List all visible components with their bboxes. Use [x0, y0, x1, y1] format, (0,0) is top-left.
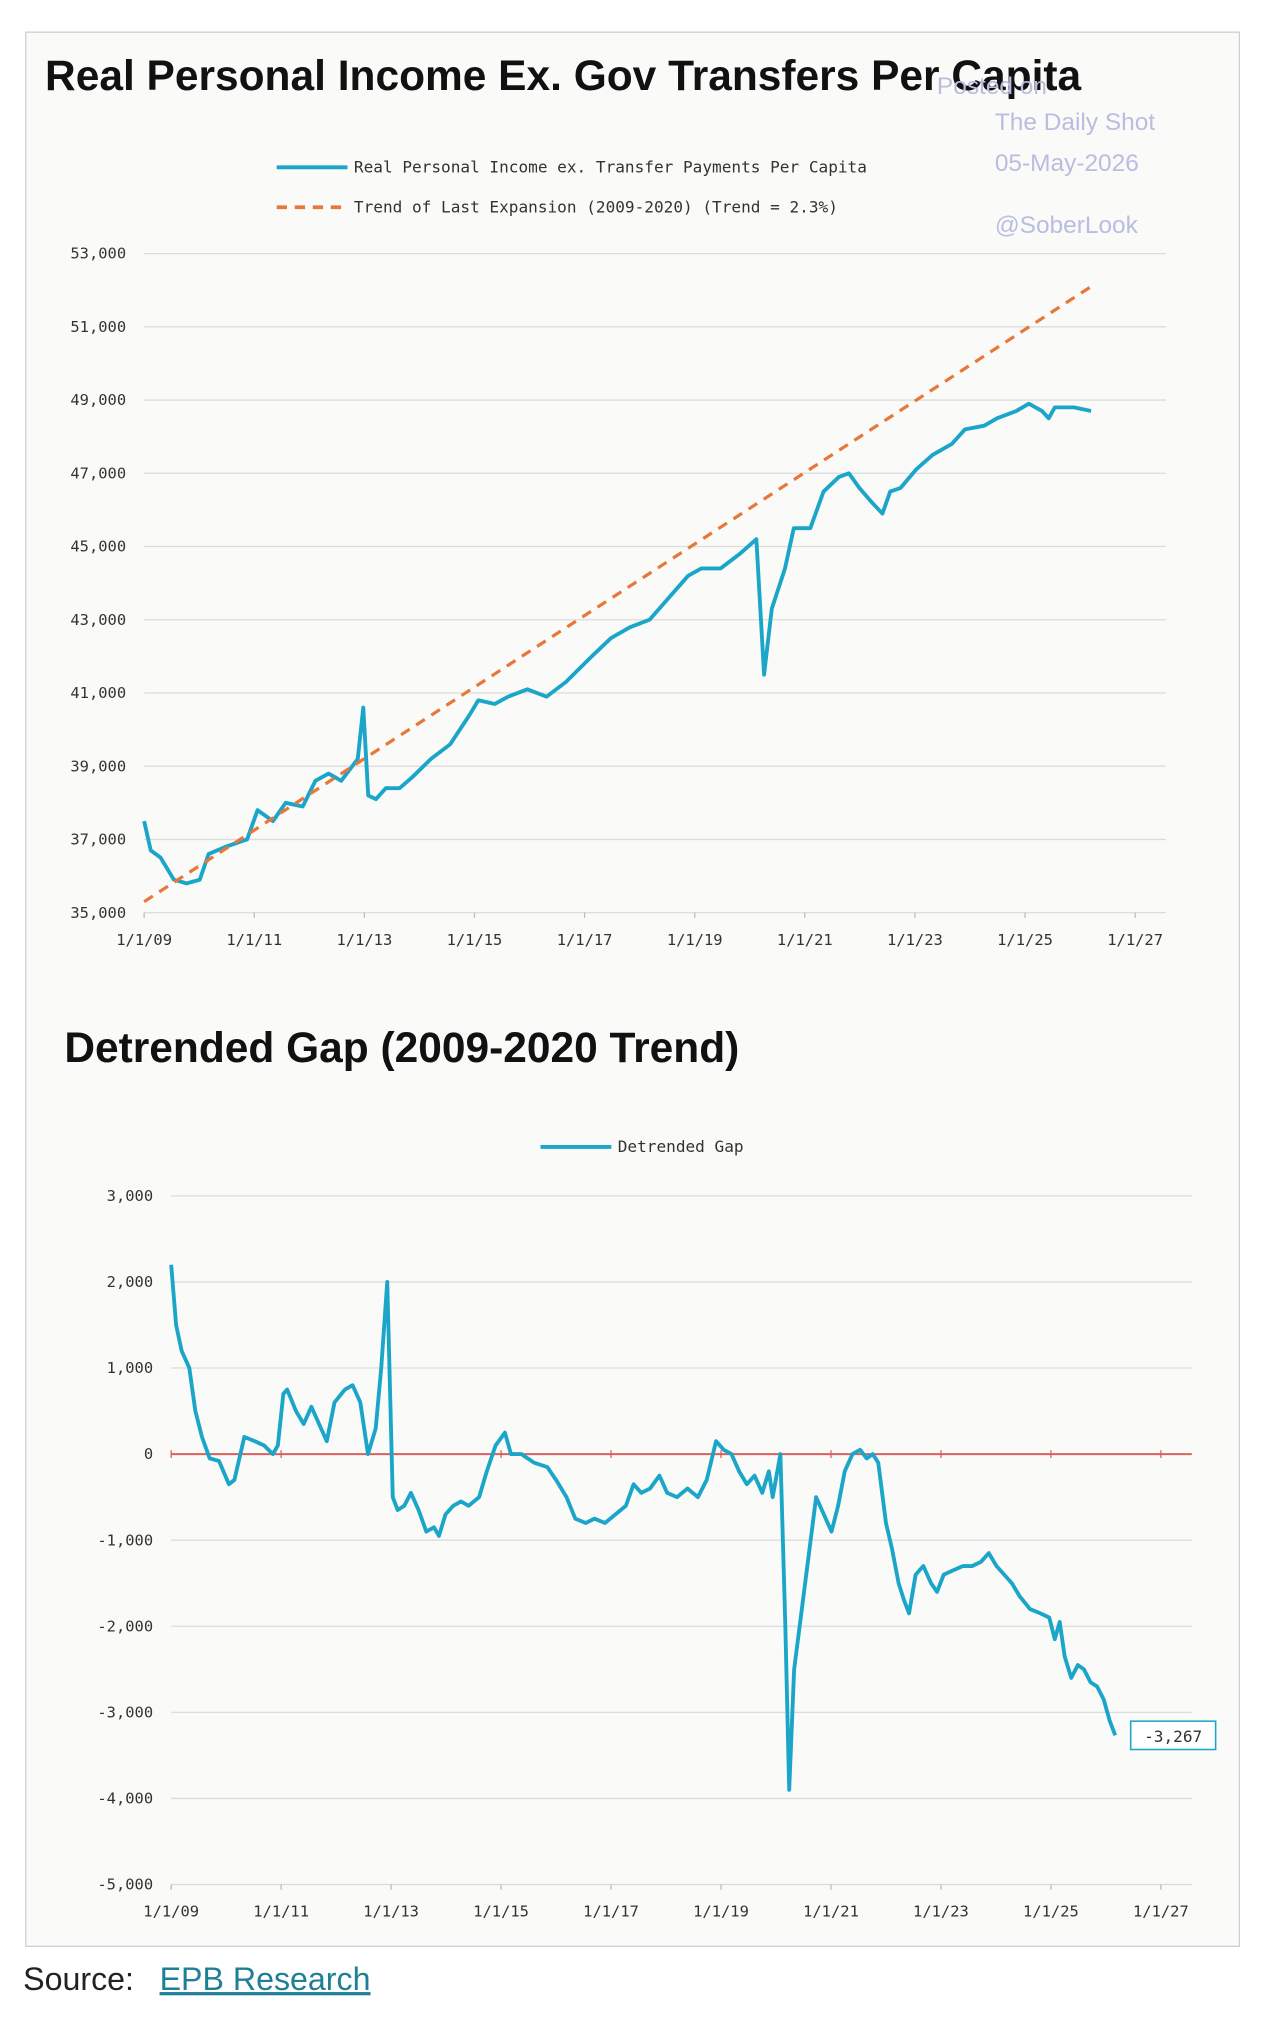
chart-title: Real Personal Income Ex. Gov Transfers P… [45, 52, 1081, 99]
chart-title: Detrended Gap (2009-2020 Trend) [64, 1024, 739, 1071]
y-tick-label: -1,000 [97, 1531, 153, 1549]
x-tick-label: 1/1/09 [143, 1903, 199, 1921]
x-tick-label: 1/1/17 [583, 1903, 639, 1921]
y-tick-label: 2,000 [107, 1273, 153, 1291]
legend-label: Real Personal Income ex. Transfer Paymen… [354, 157, 867, 176]
watermark: The Daily Shot [995, 109, 1155, 136]
series-line [142, 401, 1092, 886]
x-tick-label: 1/1/21 [777, 931, 833, 949]
x-tick-label: 1/1/25 [1023, 1903, 1079, 1921]
x-tick-label: 1/1/09 [116, 931, 172, 949]
card [25, 31, 1241, 1947]
x-tick-label: 1/1/13 [336, 931, 392, 949]
x-tick-label: 1/1/21 [803, 1903, 859, 1921]
x-tick-label: 1/1/11 [226, 931, 282, 949]
legend-label: Detrended Gap [618, 1137, 744, 1156]
x-tick-label: 1/1/23 [913, 1903, 969, 1921]
y-tick-label: 43,000 [70, 611, 126, 629]
x-tick-label: 1/1/17 [557, 931, 613, 949]
x-tick-label: 1/1/15 [447, 931, 503, 949]
y-tick-label: 45,000 [70, 538, 126, 556]
x-tick-label: 1/1/19 [667, 931, 723, 949]
x-tick-label: 1/1/11 [253, 1903, 309, 1921]
y-tick-label: 47,000 [70, 464, 126, 482]
x-tick-label: 1/1/25 [997, 931, 1053, 949]
y-tick-label: 49,000 [70, 391, 126, 409]
watermark: 05-May-2026 [995, 150, 1139, 177]
x-tick-label: 1/1/27 [1133, 1903, 1189, 1921]
watermark: @SoberLook [995, 212, 1139, 239]
y-tick-label: 0 [144, 1445, 153, 1463]
y-tick-label: 35,000 [70, 904, 126, 922]
y-tick-label: 1,000 [107, 1359, 153, 1377]
y-tick-label: 37,000 [70, 831, 126, 849]
x-tick-label: 1/1/13 [363, 1903, 419, 1921]
end-label-box [1129, 1720, 1217, 1751]
y-tick-label: 39,000 [70, 757, 126, 775]
series-line [143, 285, 1092, 904]
end-label: -3,267 [1144, 1727, 1202, 1746]
y-tick-label: -2,000 [97, 1617, 153, 1635]
y-tick-label: 3,000 [107, 1187, 153, 1205]
x-tick-label: 1/1/19 [693, 1903, 749, 1921]
source-link[interactable]: EPB Research [160, 1961, 371, 1997]
legend-label: Trend of Last Expansion (2009-2020) (Tre… [354, 197, 838, 216]
y-tick-label: -3,000 [97, 1704, 153, 1722]
watermark: Posted on [937, 73, 1047, 100]
y-tick-label: -5,000 [97, 1876, 153, 1894]
y-tick-label: -4,000 [97, 1790, 153, 1808]
x-tick-label: 1/1/15 [473, 1903, 529, 1921]
x-tick-label: 1/1/27 [1107, 931, 1163, 949]
y-tick-label: 51,000 [70, 318, 126, 336]
source-label: Source: [23, 1961, 134, 1997]
y-tick-label: 53,000 [70, 245, 126, 263]
y-tick-label: 41,000 [70, 684, 126, 702]
series-line [169, 1264, 1118, 1792]
x-tick-label: 1/1/23 [887, 931, 943, 949]
